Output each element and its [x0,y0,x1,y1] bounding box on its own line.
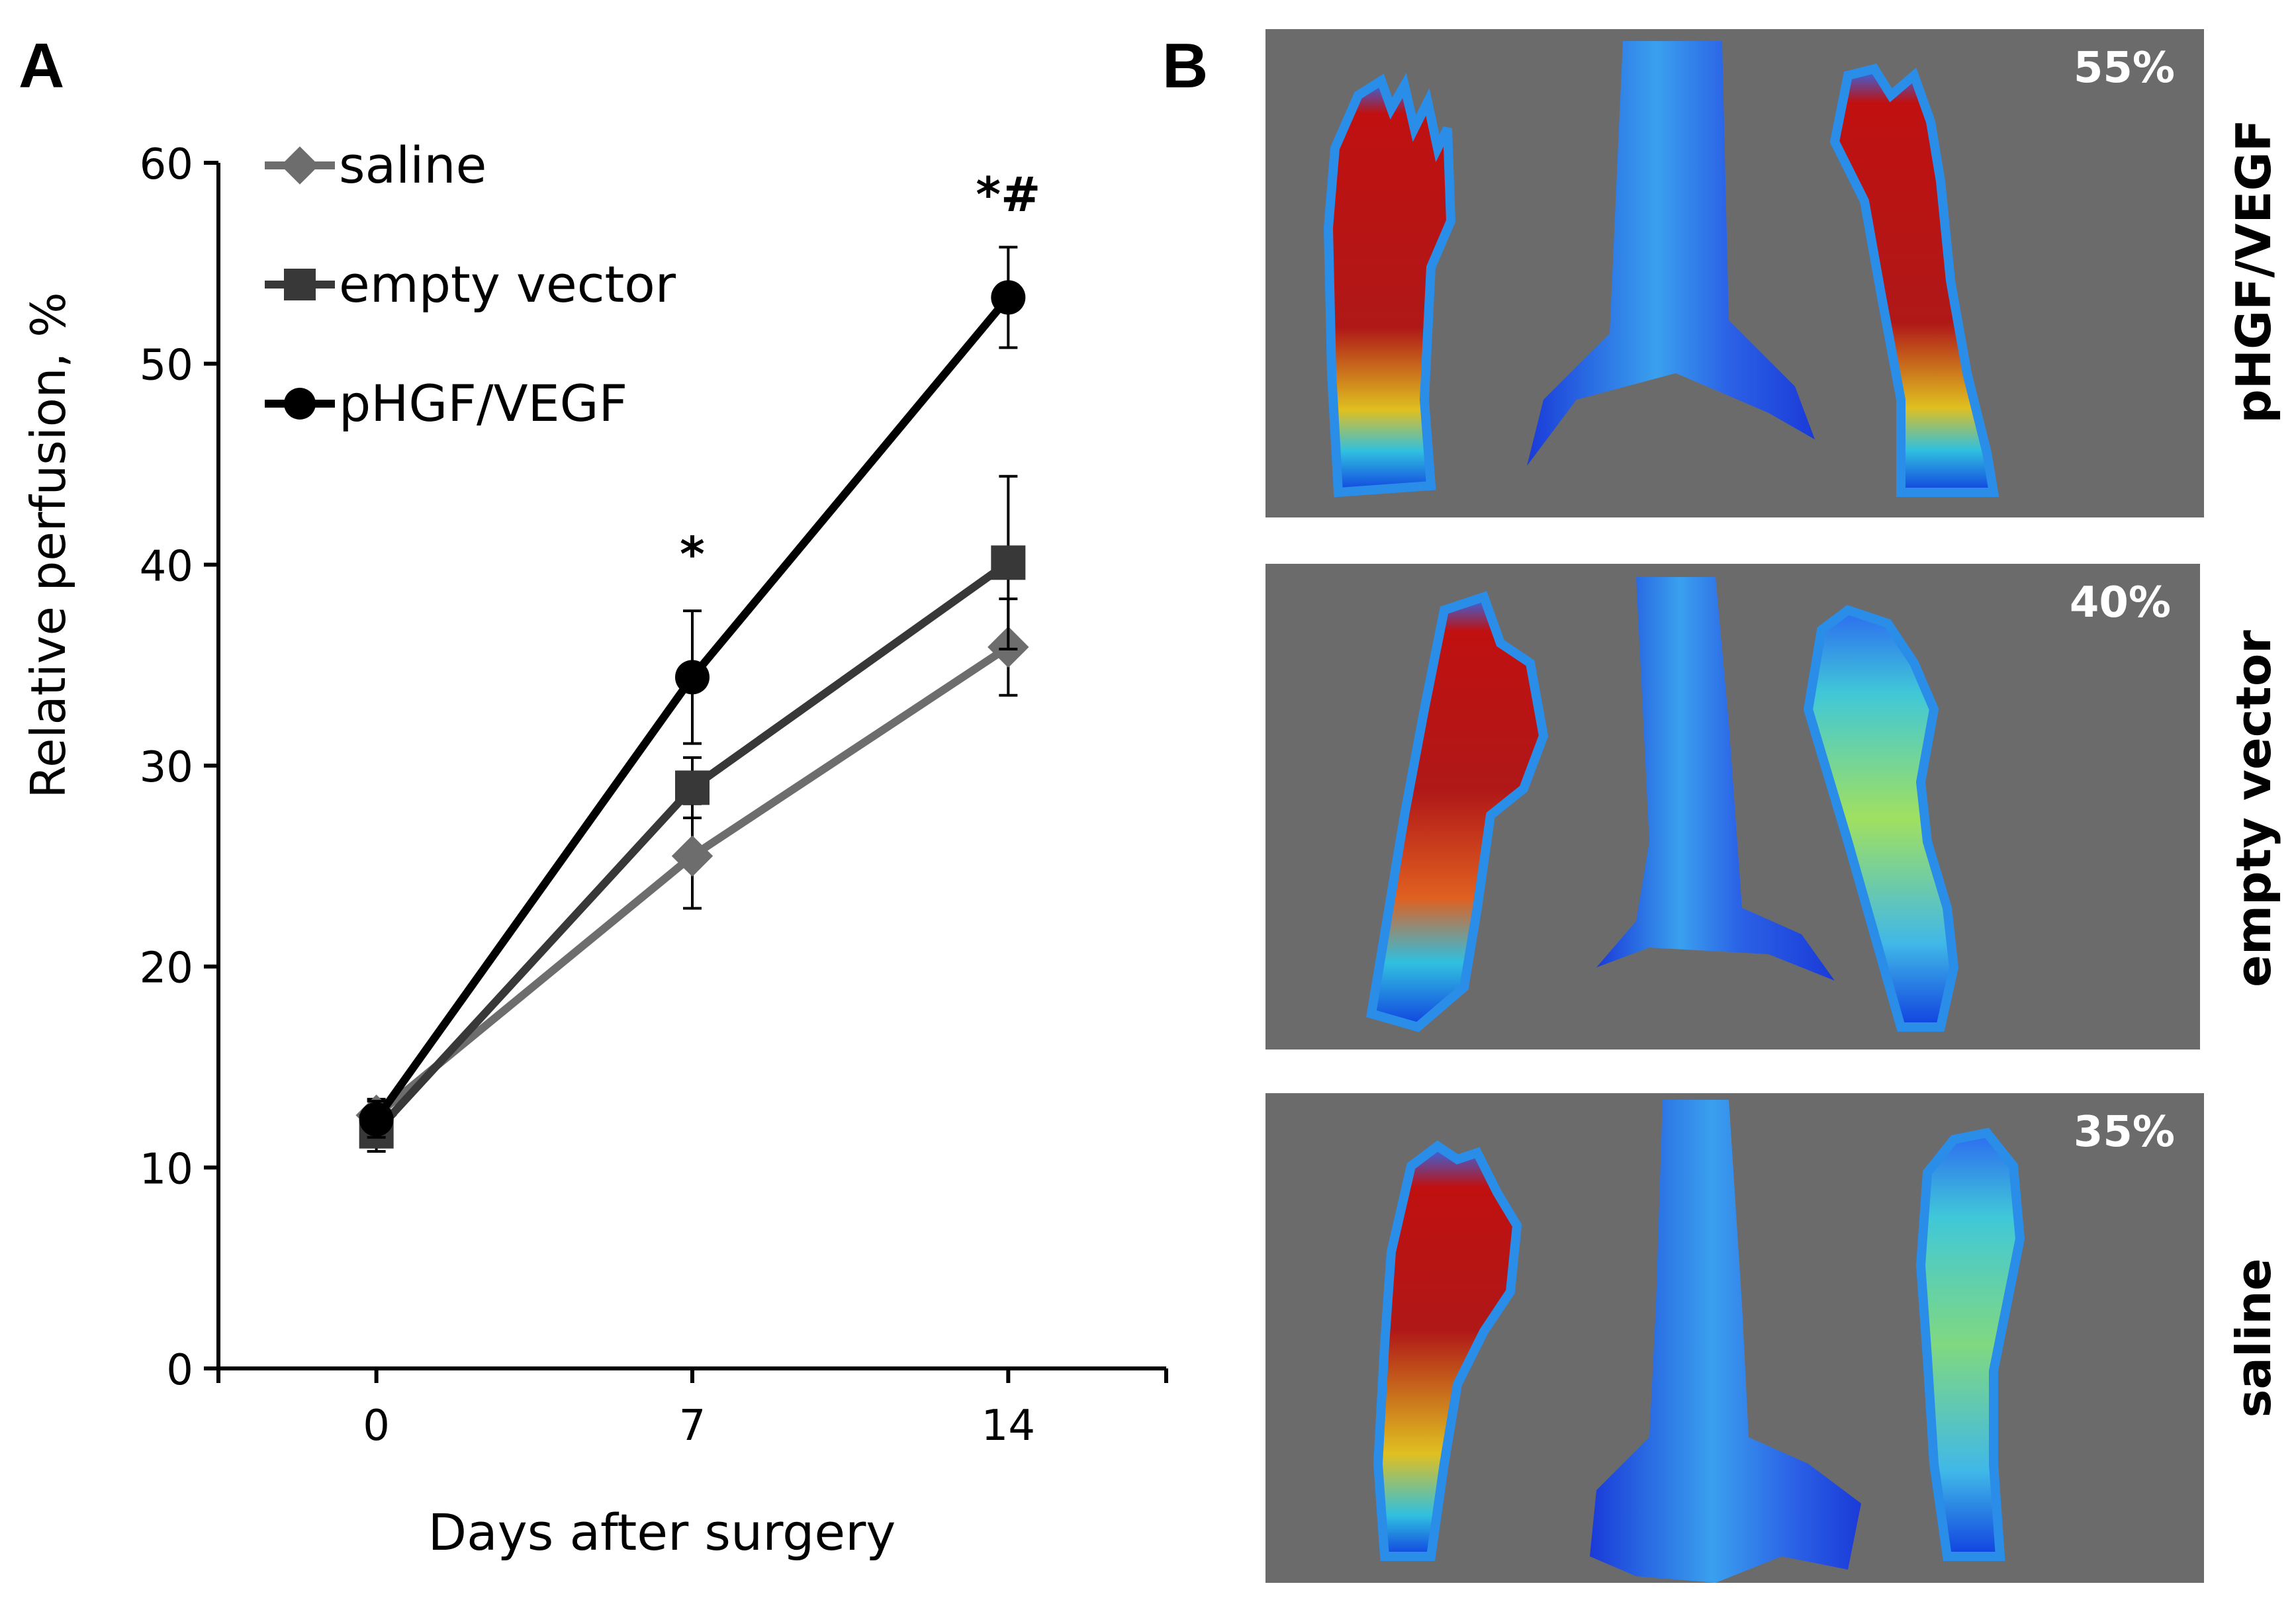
perfusion-percent-empty-vector: 40% [2069,578,2171,627]
perfusion-heatmap [1366,577,1959,1032]
data-point [991,545,1026,580]
y-tick-label: 50 [140,341,193,390]
data-point [991,280,1026,315]
right-limb-heat-shape [1829,63,1999,497]
legend-item: pHGF/VEGF [265,374,627,433]
y-tick-label: 0 [166,1346,193,1395]
perfusion-percent-phgf-vegf: 55% [2073,44,2175,93]
legend-label: saline [339,136,486,195]
series-layer: * *# [355,167,1040,1153]
y-axis-label: Relative perfusion, % [21,292,76,798]
y-tick-label: 30 [140,743,193,792]
significance-annotation: * [680,526,705,582]
perfusion-heatmap [1323,41,1999,498]
right-limb-heat-shape [1915,1128,2025,1561]
panel-b-letter: B [1162,30,1209,101]
y-tick-label: 40 [140,542,193,591]
x-tick-label: 14 [982,1402,1035,1450]
x-axis-label: Days after surgery [428,1503,896,1562]
left-limb-heat-shape [1323,72,1456,498]
legend-item: saline [265,136,486,195]
legend-marker [284,269,316,300]
y-tick-label: 20 [140,944,193,993]
laser-doppler-image-empty-vector: 40% [1265,564,2200,1049]
series-phgf-vegf [359,245,1026,1139]
trunk-heat-shape [1527,41,1815,466]
perfusion-percent-saline: 35% [2073,1108,2175,1157]
data-point [359,1102,394,1137]
laser-doppler-image-saline: 35% [1265,1093,2204,1583]
perfusion-line-chart: 0 10 20 30 40 50 60 0 7 14 * *# saline empty vector… [21,136,1168,1562]
data-point [671,835,713,877]
left-limb-heat-shape [1373,1140,1522,1561]
legend-marker [284,388,316,420]
significance-annotation: *# [976,167,1040,222]
panel-a-letter: A [19,30,65,101]
y-tick-label: 10 [140,1145,193,1194]
laser-doppler-image-phgf-vegf: 55% [1265,29,2204,517]
data-point [675,770,710,805]
legend-item: empty vector [265,255,676,314]
legend-label: empty vector [339,255,676,314]
chart-legend: saline empty vector pHGF/VEGF [265,136,676,433]
x-tick-label: 0 [363,1402,390,1450]
data-point [675,660,710,695]
chart-axes: 0 10 20 30 40 50 60 0 7 14 [140,140,1168,1450]
left-limb-heat-shape [1366,591,1549,1032]
x-tick-label: 7 [679,1402,706,1450]
y-tick-label: 60 [140,140,193,189]
legend-label: pHGF/VEGF [339,374,627,433]
right-limb-heat-shape [1803,605,1959,1032]
trunk-heat-shape [1590,1100,1861,1583]
legend-marker [281,146,319,185]
trunk-heat-shape [1596,577,1835,981]
perfusion-heatmap [1373,1100,2025,1583]
